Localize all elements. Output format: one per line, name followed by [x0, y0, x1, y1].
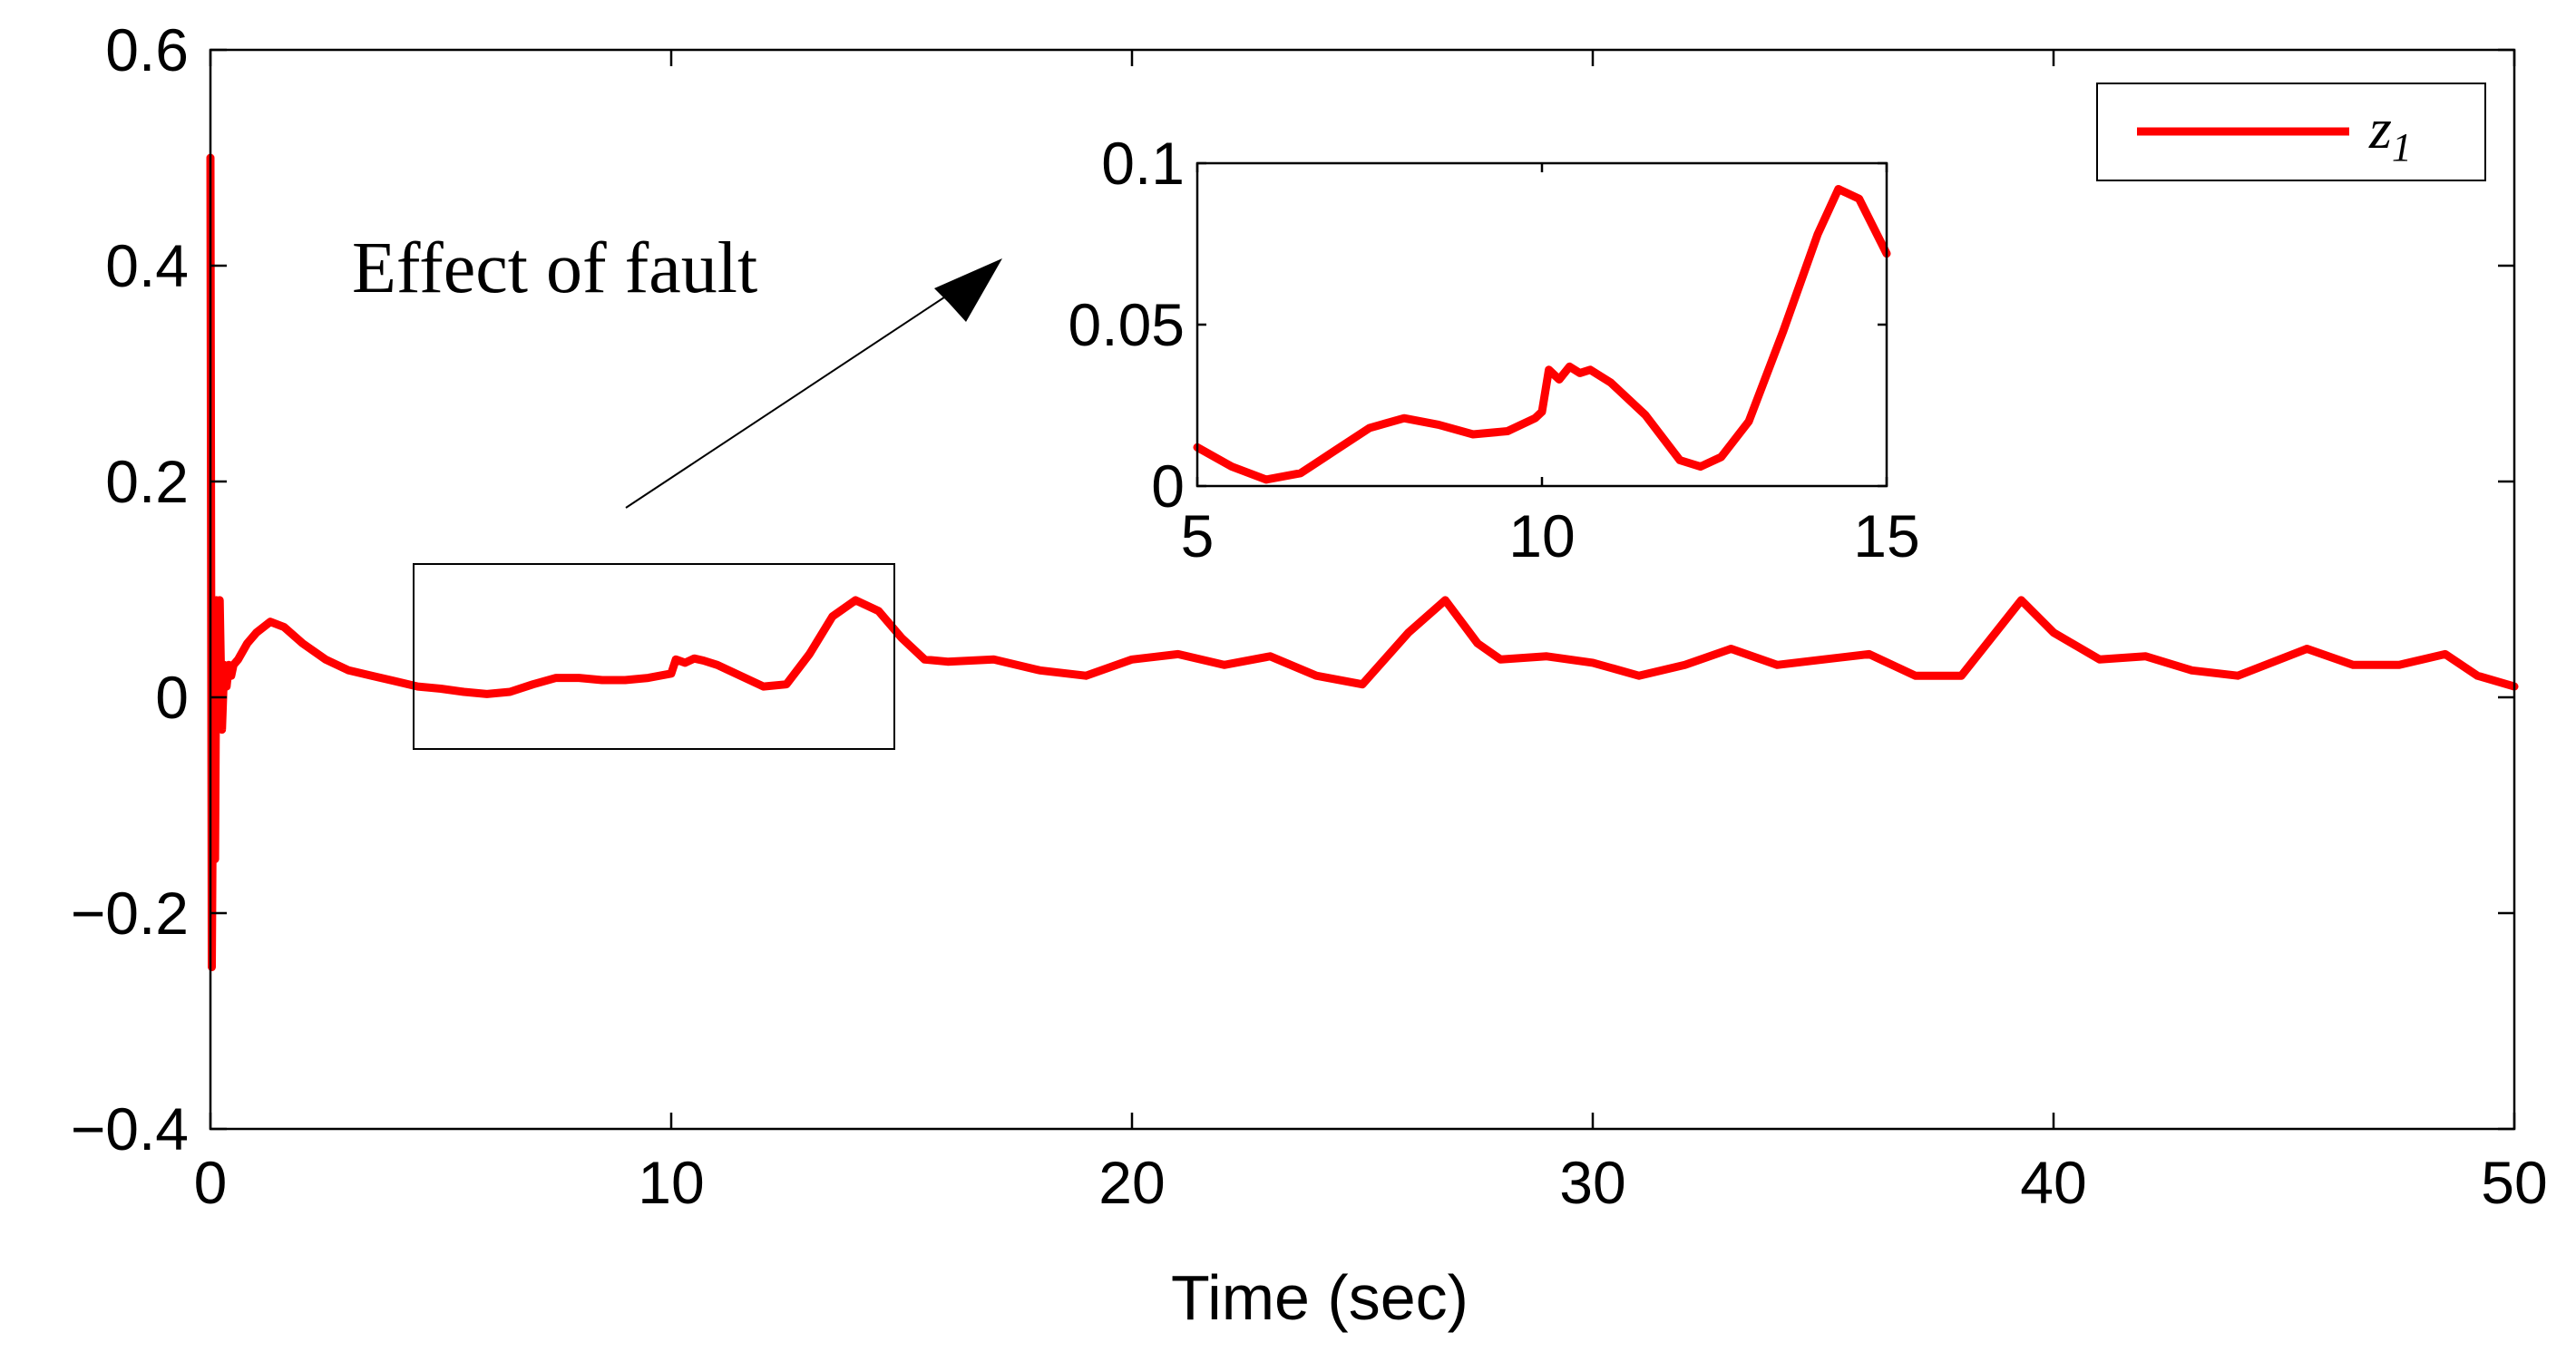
- y-tick-label: −0.2: [71, 880, 189, 947]
- inset-x-tick-label: 10: [1508, 502, 1575, 569]
- x-tick-label: 0: [194, 1149, 228, 1216]
- inset-y-tick-label: 0: [1151, 452, 1185, 520]
- annotation-text: Effect of fault: [352, 229, 757, 308]
- legend-label-sub: 1: [2392, 125, 2412, 170]
- inset-background: [1197, 163, 1887, 486]
- plot-frame: [209, 48, 2516, 1131]
- y-tick-label: −0.4: [71, 1095, 189, 1162]
- x-tick-label: 30: [1559, 1149, 1625, 1216]
- inset-chart: 5 10 15 0.1 0.05 0: [1068, 130, 1920, 569]
- main-ticks: 0 10 20 30 40 500.60.40.20−0.2−0.4: [71, 16, 2548, 1216]
- legend-label-main: z: [2368, 96, 2392, 160]
- x-tick-label: 20: [1098, 1149, 1165, 1216]
- x-tick-label: 40: [2020, 1149, 2086, 1216]
- y-tick-label: 0.6: [105, 16, 189, 83]
- annotation-arrowhead: [934, 258, 1002, 322]
- legend: z1: [2096, 83, 2486, 181]
- y-tick-label: 0: [155, 664, 189, 731]
- x-tick-label: 10: [638, 1149, 704, 1216]
- inset-y-tick-label: 0.1: [1101, 130, 1185, 197]
- x-tick-label: 50: [2481, 1149, 2547, 1216]
- inset-y-tick-label: 0.05: [1068, 291, 1185, 358]
- inset-x-tick-label: 15: [1853, 502, 1919, 569]
- y-tick-label: 0.4: [105, 232, 189, 299]
- x-axis-label: Time (sec): [1171, 1262, 1469, 1333]
- zoom-region-box: [413, 563, 895, 750]
- series-line-z1: [206, 153, 2519, 971]
- inset-series-line-z1: [1193, 185, 1891, 484]
- inset-x-tick-label: 5: [1181, 502, 1215, 569]
- inset-ticks: 5 10 15 0.1 0.05 0: [1068, 130, 1920, 569]
- annotation: Effect of fault: [352, 229, 1002, 509]
- annotation-arrow-line: [625, 291, 953, 509]
- y-tick-label: 0.2: [105, 448, 189, 515]
- legend-label-z1: z1: [2368, 96, 2412, 170]
